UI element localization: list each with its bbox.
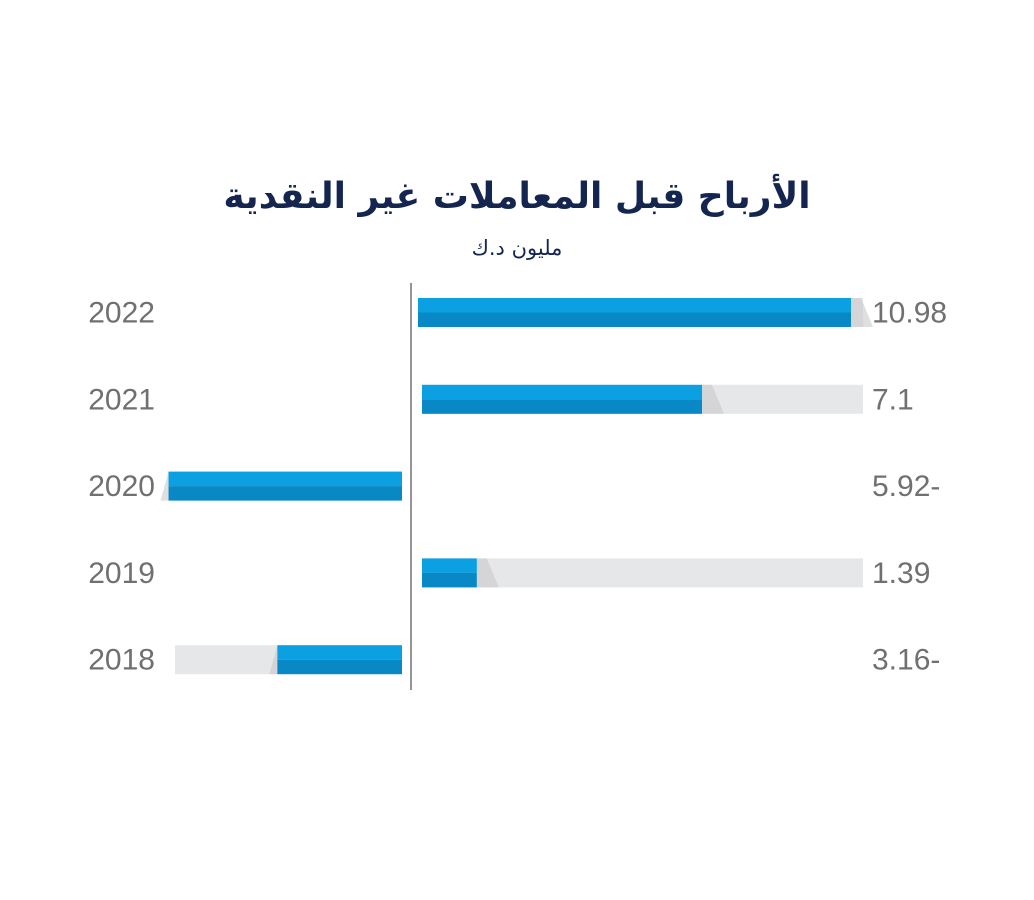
bar-shadow-2021 [701,384,724,414]
bar-2022-top [418,298,851,313]
bar-2018 [277,645,402,675]
year-label-2020: 2020 [88,470,155,503]
bar-2019-top [422,558,477,573]
year-label-2019: 2019 [88,557,155,590]
bar-2018-top [277,645,402,660]
bar-2020-bottom [168,486,402,501]
year-label-2018: 2018 [88,644,155,677]
bar-2020-top [168,471,402,487]
bar-2021-top [422,384,702,400]
value-label-2021: 7.1 [872,383,914,416]
value-label-2018: 3.16- [872,644,940,677]
bar-2022-bottom [418,312,851,327]
chart-unit-label: مليون د.ك [471,236,563,260]
value-label-2022: 10.98 [872,297,947,330]
year-label-2021: 2021 [88,383,155,416]
bar-2019-bottom [422,572,477,588]
year-label-2022: 2022 [88,297,155,330]
label-layer: 2022 10.98 2021 7.1 2020 5.92- 2019 1.39 2018 3.1… [88,297,947,677]
bar-2022 [418,298,851,327]
bar-2019 [422,558,477,588]
value-label-2020: 5.92- [872,470,940,503]
bar-shadow-2019 [476,558,499,588]
value-label-2019: 1.39 [872,557,930,590]
bar-2021-bottom [422,399,702,414]
bar-2020 [168,471,402,501]
chart-title: الأرباح قبل المعاملات غير النقدية [223,176,811,217]
bar-shadow-2020 [160,471,169,501]
bar-layer [160,298,873,675]
bar-shadow-2018 [269,645,278,675]
bar-2018-bottom [277,659,402,675]
bar-2021 [422,384,702,414]
bar-shadow-2022 [851,298,873,327]
